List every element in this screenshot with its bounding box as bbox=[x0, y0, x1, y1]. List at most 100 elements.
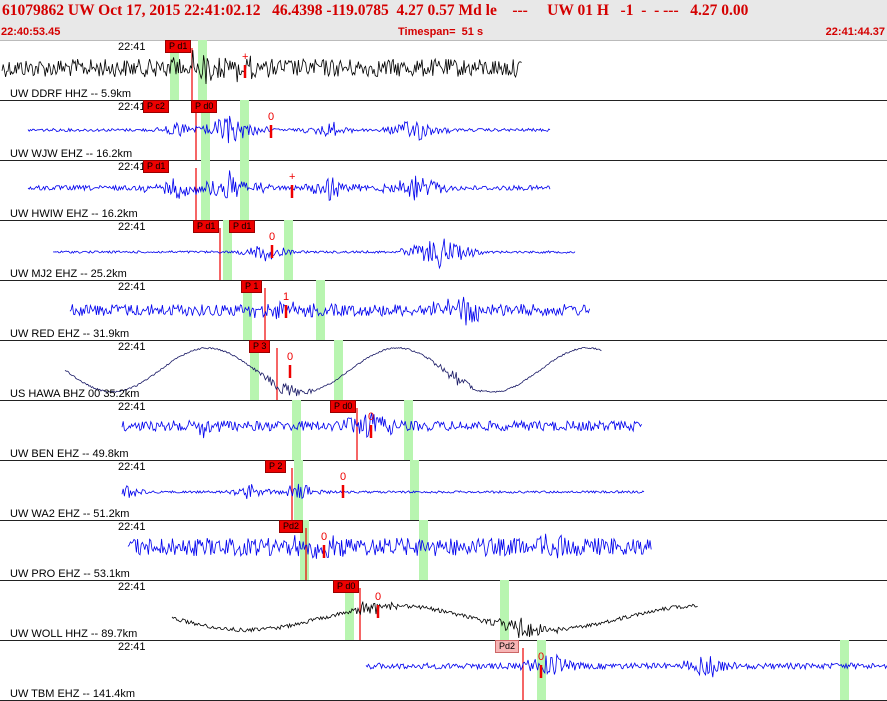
phase-pick[interactable]: P d0 bbox=[330, 400, 357, 413]
phase-window bbox=[170, 40, 179, 100]
timespan: Timespan= 51 s bbox=[398, 26, 484, 38]
marker-symbol: 0 bbox=[340, 471, 346, 483]
time-tick-label: 22:41 bbox=[118, 101, 146, 113]
phase-window bbox=[500, 580, 509, 640]
waveform-trace[interactable]: + bbox=[0, 40, 887, 100]
waveform-trace[interactable]: 0 bbox=[0, 100, 887, 160]
waveform-trace[interactable]: 1 bbox=[0, 280, 887, 340]
phase-pick[interactable]: P d0 bbox=[333, 580, 360, 593]
time-tick-label: 22:41 bbox=[118, 221, 146, 233]
waveform-panel-hawa[interactable]: 0 22:41 P 3 US HAWA BHZ 00 35.2km bbox=[0, 340, 887, 401]
station-label: UW TBM EHZ -- 141.4km bbox=[10, 688, 136, 700]
trace-line bbox=[127, 533, 652, 559]
marker-symbol: + bbox=[289, 171, 295, 183]
time-tick-label: 22:41 bbox=[118, 401, 146, 413]
waveform-trace[interactable]: 0 bbox=[0, 400, 887, 460]
waveform-panel-wjw[interactable]: 0 22:41 P c2 P d0 UW WJW EHZ -- 16.2km bbox=[0, 100, 887, 161]
waveform-trace[interactable]: 0 bbox=[0, 520, 887, 580]
phase-pick[interactable]: P c2 bbox=[143, 100, 169, 113]
station-label: UW WA2 EHZ -- 51.2km bbox=[10, 508, 130, 520]
phase-window bbox=[300, 520, 309, 580]
waveform-panel-red[interactable]: 1 22:41 P 1 UW RED EHZ -- 31.9km bbox=[0, 280, 887, 341]
marker-symbol: 0 bbox=[368, 411, 374, 423]
waveform-trace[interactable]: 0 bbox=[0, 640, 887, 700]
time-tick-label: 22:41 bbox=[118, 341, 146, 353]
trace-line bbox=[121, 483, 645, 500]
trace-line bbox=[52, 238, 576, 270]
event-title: 61079862 UW Oct 17, 2015 22:41:02.12 46.… bbox=[2, 2, 749, 19]
waveform-trace[interactable]: 0 bbox=[0, 340, 887, 400]
station-label: UW WJW EHZ -- 16.2km bbox=[10, 148, 133, 160]
trace-line bbox=[365, 653, 887, 678]
phase-window bbox=[294, 460, 303, 520]
phase-pick[interactable]: P d1 bbox=[229, 220, 256, 233]
phase-window bbox=[240, 100, 249, 160]
waveform-panel-pro[interactable]: 0 22:41 Pd2 UW PRO EHZ -- 53.1km bbox=[0, 520, 887, 581]
marker-symbol: 0 bbox=[321, 531, 327, 543]
phase-window bbox=[419, 520, 428, 580]
phase-window bbox=[292, 400, 301, 460]
station-label: UW HWIW EHZ -- 16.2km bbox=[10, 208, 138, 220]
phase-window bbox=[240, 160, 249, 220]
phase-pick[interactable]: P 1 bbox=[241, 280, 263, 293]
marker-symbol: 0 bbox=[538, 651, 544, 663]
end-time: 22:41:44.37 bbox=[825, 26, 885, 38]
waveform-panel-hwiw[interactable]: + 22:41 P d1 UW HWIW EHZ -- 16.2km bbox=[0, 160, 887, 221]
phase-window bbox=[250, 340, 259, 400]
phase-pick[interactable]: P d1 bbox=[193, 220, 220, 233]
trace-line bbox=[1, 50, 522, 85]
waveform-panel-tbm[interactable]: 0 22:41 Pd2 UW TBM EHZ -- 141.4km bbox=[0, 640, 887, 701]
event-header: 61079862 UW Oct 17, 2015 22:41:02.12 46.… bbox=[0, 0, 887, 41]
phase-pick[interactable]: P 3 bbox=[249, 340, 271, 353]
trace-line bbox=[171, 601, 698, 639]
phase-window bbox=[316, 280, 325, 340]
phase-pick[interactable]: P 2 bbox=[265, 460, 287, 473]
waveform-panel-wa2[interactable]: 0 22:41 P 2 UW WA2 EHZ -- 51.2km bbox=[0, 460, 887, 521]
start-time: 22:40:53.45 bbox=[1, 26, 61, 38]
time-tick-label: 22:41 bbox=[118, 161, 146, 173]
seismogram-panels[interactable]: + 22:41 P d1 UW DDRF HHZ -- 5.9km 0 22:4… bbox=[0, 40, 887, 701]
phase-window bbox=[345, 580, 354, 640]
station-label: UW PRO EHZ -- 53.1km bbox=[10, 568, 130, 580]
station-label: UW MJ2 EHZ -- 25.2km bbox=[10, 268, 127, 280]
marker-symbol: 0 bbox=[268, 111, 274, 123]
station-label: UW BEN EHZ -- 49.8km bbox=[10, 448, 129, 460]
waveform-panel-ben[interactable]: 0 22:41 P d0 UW BEN EHZ -- 49.8km bbox=[0, 400, 887, 461]
marker-symbol: 0 bbox=[375, 591, 381, 603]
trace-line bbox=[121, 412, 642, 439]
phase-window bbox=[410, 460, 419, 520]
trace-line bbox=[69, 296, 590, 326]
phase-window bbox=[334, 340, 343, 400]
time-tick-label: 22:41 bbox=[118, 521, 146, 533]
phase-pick[interactable]: Pd2 bbox=[495, 640, 520, 653]
phase-window bbox=[223, 220, 232, 280]
station-label: UW RED EHZ -- 31.9km bbox=[10, 328, 130, 340]
time-tick-label: 22:41 bbox=[118, 461, 146, 473]
phase-pick[interactable]: P d1 bbox=[143, 160, 170, 173]
waveform-trace[interactable]: 0 bbox=[0, 220, 887, 280]
phase-window bbox=[201, 100, 210, 160]
time-tick-label: 22:41 bbox=[118, 281, 146, 293]
waveform-trace[interactable]: + bbox=[0, 160, 887, 220]
waveform-trace[interactable]: 0 bbox=[0, 460, 887, 520]
waveform-panel-ddrf[interactable]: + 22:41 P d1 UW DDRF HHZ -- 5.9km bbox=[0, 40, 887, 101]
marker-symbol: 0 bbox=[269, 231, 275, 243]
marker-symbol: + bbox=[242, 51, 248, 63]
waveform-trace[interactable]: 0 bbox=[0, 580, 887, 640]
waveform-panel-woll[interactable]: 0 22:41 P d0 UW WOLL HHZ -- 89.7km bbox=[0, 580, 887, 641]
phase-pick[interactable]: P d0 bbox=[191, 100, 218, 113]
trace-line bbox=[27, 115, 551, 144]
station-label: UW DDRF HHZ -- 5.9km bbox=[10, 88, 131, 100]
trace-line bbox=[64, 346, 602, 397]
marker-symbol: 0 bbox=[287, 351, 293, 363]
station-label: UW WOLL HHZ -- 89.7km bbox=[10, 628, 138, 640]
waveform-panel-mj2[interactable]: 0 22:41 P d1 P d1 UW MJ2 EHZ -- 25.2km bbox=[0, 220, 887, 281]
phase-pick[interactable]: P d1 bbox=[165, 40, 192, 53]
time-tick-label: 22:41 bbox=[118, 41, 146, 53]
station-label: US HAWA BHZ 00 35.2km bbox=[10, 388, 140, 400]
time-tick-label: 22:41 bbox=[118, 641, 146, 653]
time-tick-label: 22:41 bbox=[118, 581, 146, 593]
marker-symbol: 1 bbox=[283, 291, 289, 303]
phase-pick[interactable]: Pd2 bbox=[279, 520, 304, 533]
trace-line bbox=[27, 170, 551, 201]
